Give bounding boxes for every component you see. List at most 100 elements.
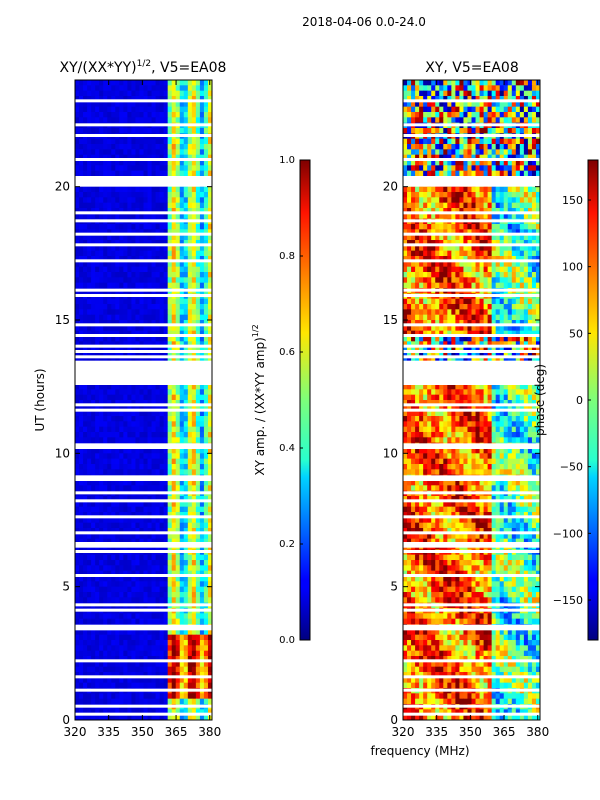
heatmap-cell — [175, 672, 181, 678]
heatmap-cell — [423, 202, 428, 209]
heatmap-cell — [523, 128, 529, 134]
heatmap-cell — [163, 538, 169, 545]
heatmap-cell — [187, 661, 193, 668]
heatmap-cell — [151, 101, 157, 108]
heatmap-cell — [163, 485, 169, 492]
heatmap-cell — [83, 586, 88, 593]
heatmap-cell — [403, 149, 408, 156]
heatmap-cell — [519, 165, 525, 172]
heatmap-cell — [483, 149, 489, 156]
heatmap-cell — [115, 101, 120, 108]
heatmap-cell — [191, 250, 197, 257]
heatmap-cell — [91, 261, 96, 268]
heatmap-cell — [107, 277, 112, 284]
heatmap-cell — [151, 234, 157, 241]
data-gap — [75, 362, 212, 384]
heatmap-cell — [147, 256, 153, 262]
heatmap-cell — [447, 138, 452, 145]
heatmap-cell — [187, 149, 193, 156]
heatmap-cell — [463, 80, 468, 86]
heatmap-cell — [119, 576, 124, 582]
heatmap-cell — [203, 85, 209, 92]
amplitude-x-axis: 320 335 350 365 380 — [64, 80, 221, 739]
heatmap-cell — [139, 128, 144, 134]
heatmap-cell — [127, 453, 132, 460]
heatmap-cell — [183, 197, 189, 204]
heatmap-cell — [95, 666, 100, 673]
heatmap-cell — [95, 592, 100, 598]
heatmap-cell — [175, 410, 181, 417]
heatmap-cell — [187, 618, 193, 625]
heatmap-cell — [115, 138, 120, 145]
heatmap-cell — [127, 634, 132, 641]
heatmap-cell — [151, 277, 157, 284]
heatmap-cell — [119, 197, 124, 204]
heatmap-cell — [119, 384, 124, 390]
heatmap-cell — [123, 517, 128, 524]
heatmap-cell — [151, 304, 157, 310]
heatmap-cell — [115, 432, 120, 438]
heatmap-cell — [203, 458, 209, 465]
heatmap-cell — [111, 581, 116, 588]
heatmap-cell — [459, 202, 464, 209]
heatmap-cell — [183, 234, 189, 241]
heatmap-cell — [199, 650, 205, 657]
heatmap-cell — [403, 101, 408, 108]
heatmap-cell — [207, 384, 213, 390]
heatmap-cell — [151, 245, 157, 252]
heatmap-cell — [207, 250, 213, 257]
heatmap-cell — [151, 229, 157, 236]
heatmap-cell — [483, 106, 489, 113]
heatmap-cell — [195, 272, 201, 278]
heatmap-cell — [111, 714, 116, 721]
heatmap-cell — [483, 80, 489, 86]
heatmap-cell — [131, 656, 136, 662]
heatmap-cell — [207, 341, 213, 348]
heatmap-cell — [91, 613, 96, 620]
heatmap-cell — [163, 261, 169, 268]
heatmap-cell — [195, 325, 201, 332]
heatmap-cell — [119, 682, 124, 689]
heatmap-cell — [199, 629, 205, 636]
heatmap-cell — [139, 480, 144, 486]
heatmap-cell — [107, 464, 112, 470]
heatmap-cell — [163, 117, 169, 124]
heatmap-cell — [207, 709, 213, 716]
heatmap-cell — [199, 261, 205, 268]
heatmap-cell — [435, 80, 440, 86]
heatmap-cell — [179, 640, 185, 646]
heatmap-cell — [207, 501, 213, 508]
heatmap-cell — [455, 165, 460, 172]
heatmap-cell — [143, 266, 149, 273]
heatmap-cell — [459, 165, 464, 172]
heatmap-cell — [195, 405, 201, 412]
heatmap-cell — [183, 384, 189, 390]
heatmap-cell — [155, 106, 161, 113]
heatmap-cell — [495, 128, 501, 134]
heatmap-cell — [91, 437, 96, 444]
heatmap-cell — [119, 517, 124, 524]
heatmap-cell — [159, 597, 165, 604]
heatmap-cell — [83, 330, 88, 337]
heatmap-cell — [159, 117, 165, 124]
heatmap-cell — [415, 106, 420, 113]
heatmap-cell — [83, 138, 88, 145]
heatmap-cell — [487, 144, 493, 150]
heatmap-cell — [127, 85, 132, 92]
heatmap-cell — [135, 266, 140, 273]
heatmap-cell — [79, 298, 84, 305]
heatmap-cell — [527, 197, 533, 204]
heatmap-cell — [127, 666, 132, 673]
heatmap-cell — [75, 485, 80, 492]
heatmap-cell — [163, 101, 169, 108]
heatmap-cell — [75, 256, 80, 262]
heatmap-cell — [139, 672, 144, 678]
heatmap-cell — [527, 144, 533, 150]
heatmap-cell — [143, 410, 149, 417]
heatmap-cell — [191, 640, 197, 646]
heatmap-cell — [151, 506, 157, 513]
heatmap-cell — [491, 170, 497, 177]
heatmap-cell — [83, 506, 88, 513]
heatmap-cell — [199, 640, 205, 646]
heatmap-cell — [419, 85, 424, 92]
